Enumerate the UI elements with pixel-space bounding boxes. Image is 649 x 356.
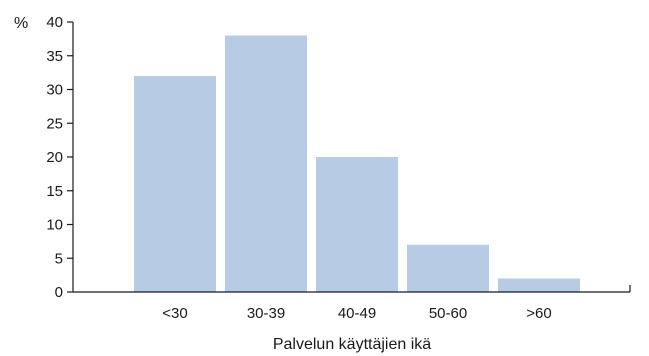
x-axis-title: Palvelun käyttäjien ikä xyxy=(273,336,431,353)
x-axis: <30 30-39 40-49 50-60 >60 xyxy=(73,285,631,322)
bar-5 xyxy=(498,278,580,292)
y-tick-label-15: 15 xyxy=(46,183,63,200)
bar-1 xyxy=(134,76,216,292)
x-tick-label-3: 40-49 xyxy=(338,305,376,322)
y-axis: 0 5 10 15 20 25 30 35 40 xyxy=(46,14,74,301)
y-tick-label-0: 0 xyxy=(55,284,63,301)
bar-3 xyxy=(316,157,398,292)
y-tick-label-20: 20 xyxy=(46,149,63,166)
y-tick-label-35: 35 xyxy=(46,48,63,65)
y-tick-label-5: 5 xyxy=(55,250,63,267)
x-tick-label-4: 50-60 xyxy=(429,305,467,322)
y-axis-unit-label: % xyxy=(14,15,28,32)
y-tick-label-10: 10 xyxy=(46,217,63,234)
bars-group xyxy=(134,35,580,292)
x-tick-label-2: 30-39 xyxy=(247,305,285,322)
y-tick-label-40: 40 xyxy=(46,14,63,31)
x-tick-label-1: <30 xyxy=(162,305,187,322)
bar-2 xyxy=(225,35,307,292)
y-tick-label-30: 30 xyxy=(46,82,63,99)
bar-4 xyxy=(407,244,489,292)
x-tick-label-5: >60 xyxy=(526,305,551,322)
y-tick-label-25: 25 xyxy=(46,115,63,132)
